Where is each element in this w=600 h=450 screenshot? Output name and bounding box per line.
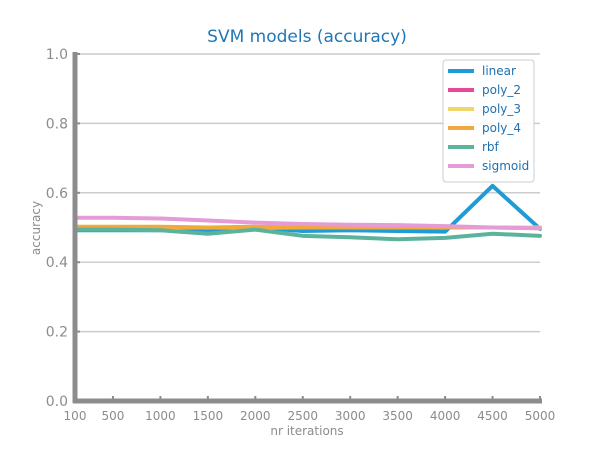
- x-tick-label: 4000: [430, 409, 461, 423]
- legend-label-poly_3: poly_3: [482, 102, 521, 116]
- y-axis-label: accuracy: [29, 201, 43, 255]
- ticks-layer: 0.0 0.2 0.4 0.6 0.8 1.0 100 500 1000 1500 2000 2500…: [46, 47, 556, 423]
- chart-title: SVM models (accuracy): [207, 27, 407, 47]
- y-tick-label: 0.0: [46, 394, 68, 410]
- legend-label-poly_2: poly_2: [482, 83, 521, 97]
- legend-label-poly_4: poly_4: [482, 121, 521, 135]
- x-axis-label: nr iterations: [270, 424, 343, 438]
- y-tick-label: 0.4: [46, 255, 68, 271]
- x-tick-label: 3500: [382, 409, 413, 423]
- x-tick-label: 3000: [335, 409, 366, 423]
- x-tick-label: 4500: [477, 409, 508, 423]
- legend-label-linear: linear: [482, 64, 516, 78]
- x-tick-label: 500: [102, 409, 125, 423]
- x-tick-label: 100: [64, 409, 87, 423]
- series-line-rbf: [73, 227, 542, 242]
- y-tick-label: 0.2: [46, 325, 68, 341]
- legend-label-sigmoid: sigmoid: [482, 159, 529, 173]
- legend-label-rbf: rbf: [482, 140, 500, 154]
- y-tick-label: 1.0: [46, 47, 68, 63]
- x-tick-label: 1000: [145, 409, 176, 423]
- x-tick-label: 5000: [525, 409, 556, 423]
- x-tick-label: 2500: [287, 409, 318, 423]
- y-tick-label: 0.6: [46, 186, 68, 202]
- series-layer: [73, 183, 542, 242]
- x-tick-label: 2000: [240, 409, 271, 423]
- y-tick-label: 0.8: [46, 116, 68, 132]
- series-line-sigmoid: [73, 215, 542, 231]
- x-tick-label: 1500: [193, 409, 224, 423]
- axis-layer: [72, 52, 542, 404]
